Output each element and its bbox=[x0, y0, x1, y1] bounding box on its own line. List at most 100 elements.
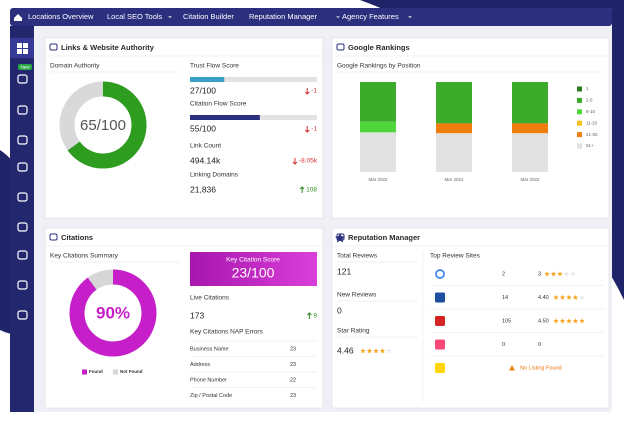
metric-value: 173 bbox=[190, 310, 204, 320]
grid-icon[interactable] bbox=[17, 43, 22, 48]
legend-swatch bbox=[577, 86, 582, 92]
legend-label: Not Found bbox=[120, 369, 143, 374]
star-rating bbox=[553, 318, 585, 324]
arrow-up bbox=[307, 312, 312, 319]
legend-swatch bbox=[82, 369, 87, 375]
arrow-up bbox=[299, 186, 305, 193]
metric-label: Star Rating bbox=[337, 328, 370, 335]
bar-segment bbox=[436, 82, 472, 124]
star bbox=[566, 294, 572, 300]
bar-segment bbox=[512, 123, 548, 134]
star bbox=[553, 318, 559, 324]
arrow-down bbox=[304, 126, 310, 133]
legend-label: 2-5 bbox=[586, 98, 593, 103]
nav-item[interactable]: Agency Features bbox=[342, 12, 399, 21]
rating-value: 3 bbox=[538, 271, 541, 277]
caret bbox=[336, 16, 340, 19]
grid-icon[interactable] bbox=[17, 49, 22, 54]
sidebar bbox=[10, 26, 34, 412]
arrow-down bbox=[304, 88, 310, 95]
site-logo bbox=[435, 292, 445, 303]
star bbox=[553, 294, 559, 300]
star-rating bbox=[360, 348, 392, 354]
legend-label: 51+ bbox=[586, 143, 594, 148]
rating-value: 4.40 bbox=[538, 295, 549, 301]
star bbox=[563, 271, 570, 277]
star bbox=[570, 271, 576, 277]
legend-swatch bbox=[577, 132, 582, 138]
table-cell: 23 bbox=[290, 393, 296, 399]
nav-item[interactable]: Citation Builder bbox=[183, 12, 234, 21]
section-label: Key Citations Summary bbox=[50, 253, 119, 260]
section-label: Domain Authority bbox=[50, 63, 100, 70]
badge-text: New bbox=[20, 64, 30, 69]
sidebar-icon[interactable] bbox=[17, 250, 28, 260]
panel-icon bbox=[49, 233, 58, 241]
sidebar-icon[interactable] bbox=[17, 192, 28, 202]
metric-value: 494.14k bbox=[190, 155, 221, 165]
metric-value: 27/100 bbox=[190, 85, 216, 95]
arrow-down bbox=[292, 158, 298, 165]
site-logo bbox=[435, 269, 445, 279]
nav-item[interactable]: Locations Overview bbox=[28, 12, 94, 21]
change-value: -8.05k bbox=[299, 158, 318, 165]
change-value: 9 bbox=[313, 313, 317, 320]
star bbox=[366, 348, 373, 354]
change-value: 108 bbox=[306, 187, 317, 194]
star bbox=[579, 318, 585, 324]
star-rating bbox=[553, 294, 585, 300]
metric-label: Total Reviews bbox=[337, 253, 378, 260]
panel-title: Reputation Manager bbox=[348, 233, 420, 242]
metric-value: 4.46 bbox=[337, 345, 354, 355]
sidebar-icon[interactable] bbox=[17, 222, 28, 232]
panel-icon bbox=[336, 43, 345, 51]
star bbox=[572, 318, 579, 324]
star bbox=[379, 348, 386, 354]
legend-swatch bbox=[577, 143, 582, 149]
bar-segment bbox=[360, 132, 396, 172]
star bbox=[360, 348, 366, 354]
nav-item[interactable]: Reputation Manager bbox=[249, 12, 317, 21]
bar-segment bbox=[360, 121, 396, 133]
sidebar-icon[interactable] bbox=[17, 162, 28, 172]
grid-icon[interactable] bbox=[23, 43, 28, 48]
legend-swatch bbox=[577, 109, 582, 115]
table-cell: 23 bbox=[290, 362, 296, 368]
review-count: 105 bbox=[502, 318, 511, 324]
sidebar-icon[interactable] bbox=[17, 310, 28, 320]
sidebar-icon[interactable] bbox=[17, 105, 28, 115]
site-logo bbox=[435, 316, 445, 326]
sidebar-icon[interactable] bbox=[17, 280, 28, 290]
chart-subtitle: Google Rankings by Position bbox=[337, 63, 421, 70]
metric-value: 121 bbox=[337, 266, 351, 276]
grid-icon[interactable] bbox=[23, 49, 28, 54]
table-cell: Zip / Postal Code bbox=[190, 393, 232, 399]
section-label: Top Review Sites bbox=[430, 253, 481, 260]
metric-label: Live Citations bbox=[190, 295, 230, 302]
table-cell: 23 bbox=[290, 346, 296, 352]
review-count: 0 bbox=[502, 342, 505, 348]
metric-label: New Reviews bbox=[337, 292, 377, 299]
star bbox=[386, 348, 392, 354]
nav-item[interactable]: Local SEO Tools bbox=[107, 12, 163, 21]
percent-text: 90% bbox=[96, 303, 130, 322]
legend-swatch bbox=[577, 120, 582, 126]
bar-track bbox=[190, 77, 317, 82]
table-cell: Business Name bbox=[190, 346, 229, 352]
review-count: 14 bbox=[502, 295, 508, 301]
x-tick-label: Mar 2022 bbox=[444, 177, 464, 182]
score-value: 23/100 bbox=[232, 265, 275, 281]
metric-label: Linking Domains bbox=[190, 172, 239, 179]
metric-value: 21,836 bbox=[190, 184, 216, 194]
rating-value: 0 bbox=[538, 342, 541, 348]
metric-value: 0 bbox=[337, 305, 342, 315]
sidebar-icon[interactable] bbox=[17, 74, 28, 84]
star bbox=[572, 294, 579, 300]
star bbox=[566, 318, 572, 324]
sidebar-icon[interactable] bbox=[17, 135, 28, 145]
panel-title: Google Rankings bbox=[348, 43, 410, 52]
home-icon[interactable] bbox=[14, 14, 22, 21]
table-cell: 22 bbox=[290, 377, 296, 383]
panel-title: Links & Website Authority bbox=[61, 43, 155, 52]
x-tick-label: Mar 2022 bbox=[368, 177, 388, 182]
